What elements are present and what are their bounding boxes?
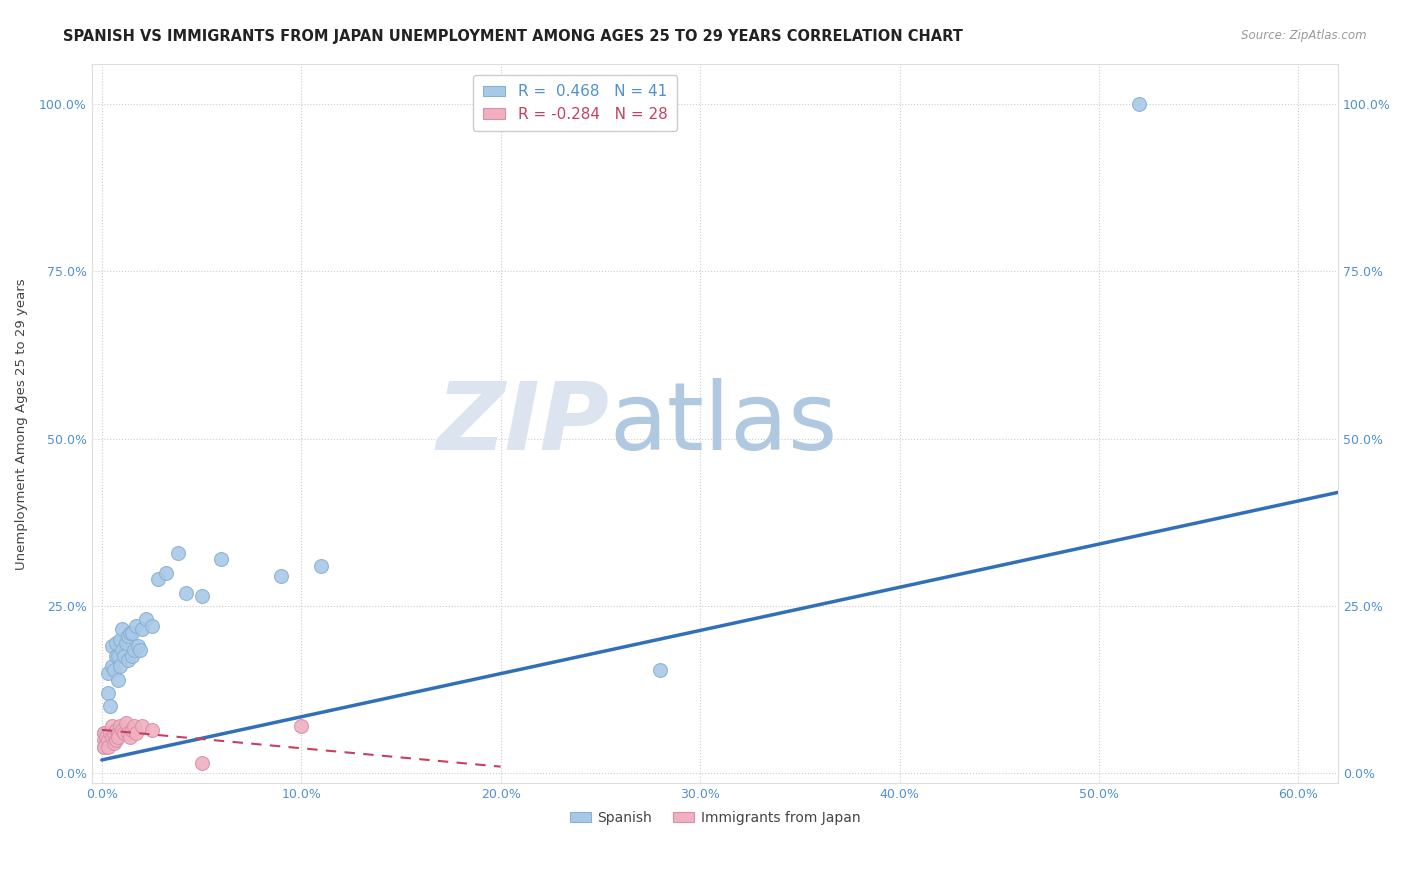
Y-axis label: Unemployment Among Ages 25 to 29 years: Unemployment Among Ages 25 to 29 years — [15, 278, 28, 569]
Point — [117, 652, 139, 666]
Point — [104, 636, 127, 650]
Point — [125, 726, 148, 740]
Point — [309, 558, 332, 573]
Point — [190, 589, 212, 603]
Point — [104, 723, 127, 737]
Point — [104, 649, 127, 664]
Point — [94, 732, 117, 747]
Point — [104, 732, 127, 747]
Point — [103, 726, 125, 740]
Point — [121, 723, 143, 737]
Point — [114, 716, 136, 731]
Point — [127, 639, 149, 653]
Point — [107, 726, 129, 740]
Point — [97, 686, 120, 700]
Point — [112, 726, 135, 740]
Point — [112, 649, 135, 664]
Point — [97, 739, 120, 754]
Point — [93, 739, 115, 754]
Point — [125, 619, 148, 633]
Text: Source: ZipAtlas.com: Source: ZipAtlas.com — [1241, 29, 1367, 42]
Point — [108, 659, 131, 673]
Point — [118, 730, 141, 744]
Point — [101, 639, 124, 653]
Point — [114, 636, 136, 650]
Point — [111, 642, 134, 657]
Point — [211, 552, 233, 566]
Point — [128, 642, 150, 657]
Point — [94, 730, 117, 744]
Point — [93, 726, 115, 740]
Point — [122, 719, 145, 733]
Text: atlas: atlas — [609, 377, 838, 470]
Point — [101, 659, 124, 673]
Point — [122, 642, 145, 657]
Point — [101, 730, 124, 744]
Point — [93, 739, 115, 754]
Point — [141, 619, 163, 633]
Point — [135, 612, 157, 626]
Text: SPANISH VS IMMIGRANTS FROM JAPAN UNEMPLOYMENT AMONG AGES 25 TO 29 YEARS CORRELAT: SPANISH VS IMMIGRANTS FROM JAPAN UNEMPLO… — [63, 29, 963, 44]
Point — [131, 719, 153, 733]
Point — [93, 732, 115, 747]
Point — [118, 625, 141, 640]
Point — [650, 663, 672, 677]
Point — [141, 723, 163, 737]
Point — [103, 736, 125, 750]
Point — [98, 699, 121, 714]
Point — [146, 572, 169, 586]
Point — [107, 673, 129, 687]
Point — [111, 723, 134, 737]
Point — [117, 629, 139, 643]
Point — [93, 726, 115, 740]
Point — [101, 719, 124, 733]
Point — [121, 649, 143, 664]
Point — [108, 719, 131, 733]
Point — [155, 566, 177, 580]
Point — [270, 569, 292, 583]
Point — [131, 623, 153, 637]
Point — [107, 730, 129, 744]
Point — [103, 663, 125, 677]
Legend: Spanish, Immigrants from Japan: Spanish, Immigrants from Japan — [564, 805, 866, 830]
Point — [98, 726, 121, 740]
Point — [117, 726, 139, 740]
Point — [290, 719, 312, 733]
Point — [111, 623, 134, 637]
Point — [97, 732, 120, 747]
Point — [190, 756, 212, 771]
Point — [121, 625, 143, 640]
Point — [174, 585, 197, 599]
Text: ZIP: ZIP — [436, 377, 609, 470]
Point — [97, 665, 120, 680]
Point — [107, 649, 129, 664]
Point — [1128, 97, 1150, 112]
Point — [166, 545, 188, 559]
Point — [108, 632, 131, 647]
